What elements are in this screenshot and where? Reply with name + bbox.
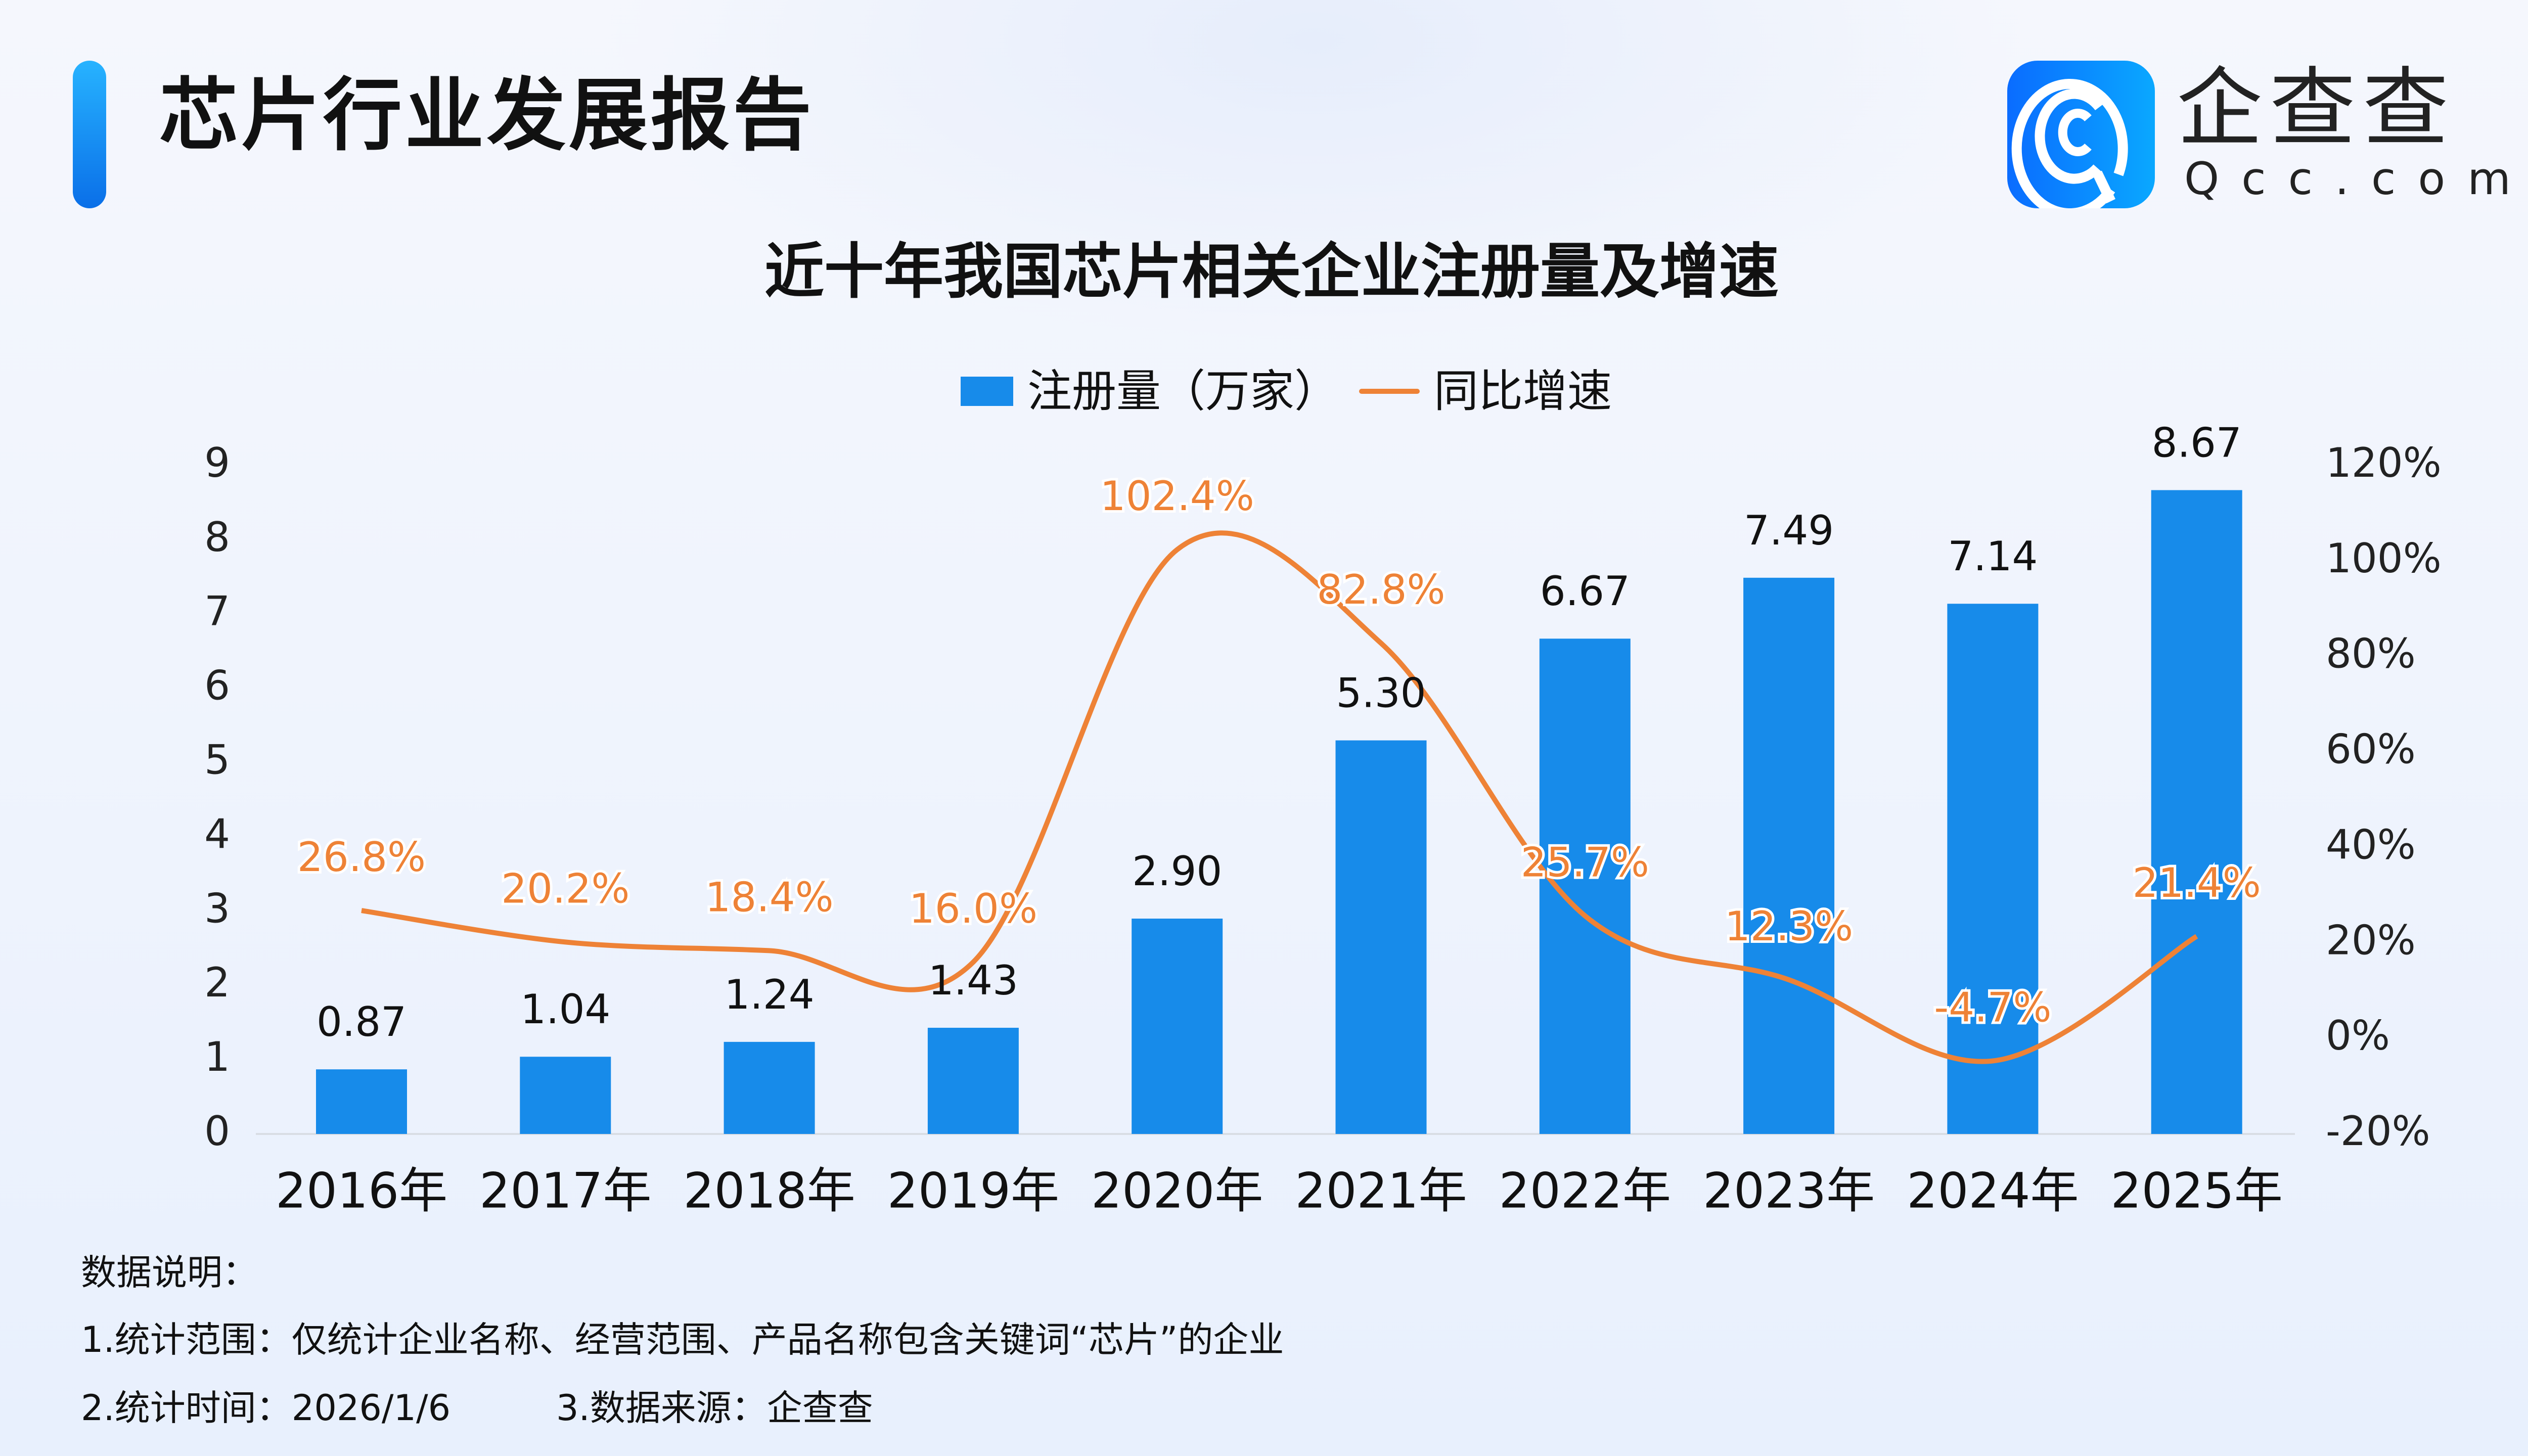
bar-value-label: 8.67 bbox=[2152, 419, 2242, 466]
chart-legend: 注册量（万家） 同比增速 bbox=[961, 369, 1612, 414]
notes-line-2a: 2.统计时间：2026/1/6 bbox=[81, 1387, 451, 1429]
x-tick-label: 2024年 bbox=[1907, 1162, 2079, 1219]
x-tick-label: 2016年 bbox=[276, 1162, 447, 1219]
y-left-tick-label: 3 bbox=[204, 885, 230, 932]
y-left-tick-label: 9 bbox=[204, 439, 230, 486]
y-left-tick-label: 0 bbox=[204, 1108, 230, 1155]
y-left-tick-label: 2 bbox=[204, 959, 230, 1006]
y-right-tick-label: 60% bbox=[2326, 726, 2416, 773]
x-tick-label: 2017年 bbox=[479, 1162, 651, 1219]
y-right-tick-label: 20% bbox=[2326, 917, 2416, 964]
bar-value-label: 1.04 bbox=[520, 986, 610, 1033]
x-tick-label: 2025年 bbox=[2111, 1162, 2283, 1219]
y-left-tick-label: 8 bbox=[204, 514, 230, 561]
x-tick-label: 2018年 bbox=[683, 1162, 855, 1219]
bar bbox=[2151, 490, 2242, 1134]
legend-bar-label: 注册量（万家） bbox=[1027, 365, 1339, 417]
bar bbox=[1743, 577, 1835, 1134]
bar bbox=[316, 1069, 407, 1134]
notes-line-2b: 3.数据来源：企查查 bbox=[556, 1387, 873, 1429]
bar bbox=[520, 1057, 611, 1134]
line-value-label: 12.3% bbox=[1725, 903, 1853, 950]
notes-line-1: 1.统计范围：仅统计企业名称、经营范围、产品名称包含关键词“芯片”的企业 bbox=[81, 1319, 1284, 1360]
qcc-logo-icon bbox=[2007, 61, 2155, 219]
bar-value-label: 0.87 bbox=[317, 998, 407, 1045]
bar-value-label: 6.67 bbox=[1540, 568, 1630, 615]
logo-wordmark-cn: 企查查 bbox=[2177, 59, 2456, 159]
line-value-label: 82.8% bbox=[1317, 566, 1445, 613]
y-left-tick-label: 6 bbox=[204, 662, 230, 709]
report-title: 芯片行业发展报告 bbox=[159, 69, 815, 161]
line-value-label: -4.7% bbox=[1934, 984, 2051, 1031]
legend-bar-swatch bbox=[961, 377, 1013, 406]
legend-line-label: 同比增速 bbox=[1434, 365, 1612, 417]
line-value-label: 21.4% bbox=[2133, 859, 2261, 906]
y-left-tick-label: 4 bbox=[204, 810, 230, 857]
y-left-tick-label: 7 bbox=[204, 588, 230, 635]
line-value-label: 25.7% bbox=[1521, 839, 1649, 886]
x-tick-label: 2019年 bbox=[887, 1162, 1059, 1219]
x-tick-label: 2020年 bbox=[1091, 1162, 1263, 1219]
bar-value-label: 1.43 bbox=[928, 957, 1018, 1004]
y-right-tick-label: 100% bbox=[2326, 535, 2442, 582]
bar bbox=[1335, 740, 1427, 1134]
bar bbox=[724, 1041, 815, 1134]
legend-line-swatch bbox=[1359, 389, 1420, 394]
line-value-label: 18.4% bbox=[705, 874, 834, 921]
y-right-tick-label: 0% bbox=[2326, 1012, 2390, 1059]
bar-value-label: 5.30 bbox=[1336, 669, 1426, 716]
notes-heading: 数据说明： bbox=[81, 1252, 258, 1293]
chart-title: 近十年我国芯片相关企业注册量及增速 bbox=[764, 237, 1779, 306]
bar bbox=[1132, 919, 1223, 1134]
x-tick-label: 2022年 bbox=[1499, 1162, 1671, 1219]
y-right-tick-label: -20% bbox=[2326, 1108, 2430, 1155]
growth-rate-line bbox=[361, 530, 2198, 1064]
title-accent-bar bbox=[73, 61, 106, 208]
y-right-tick-label: 80% bbox=[2326, 630, 2416, 677]
y-left-tick-label: 1 bbox=[204, 1033, 230, 1080]
bar-value-label: 7.14 bbox=[1948, 533, 2038, 580]
line-value-label: 16.0% bbox=[909, 885, 1037, 932]
bar-value-label: 7.49 bbox=[1744, 507, 1834, 554]
bar bbox=[1947, 604, 2039, 1134]
bar bbox=[927, 1027, 1019, 1134]
bar-value-label: 1.24 bbox=[725, 971, 815, 1018]
line-value-label: 26.8% bbox=[297, 834, 426, 881]
line-value-label: 20.2% bbox=[501, 865, 629, 912]
line-value-label: 102.4% bbox=[1100, 473, 1254, 520]
bar-value-label: 2.90 bbox=[1132, 848, 1222, 895]
x-tick-label: 2023年 bbox=[1703, 1162, 1875, 1219]
y-right-tick-label: 120% bbox=[2326, 439, 2442, 486]
x-tick-label: 2021年 bbox=[1295, 1162, 1467, 1219]
y-left-tick-label: 5 bbox=[204, 737, 230, 784]
logo-wordmark-en: Qcc.com bbox=[2184, 153, 2528, 205]
y-right-tick-label: 40% bbox=[2326, 821, 2416, 868]
